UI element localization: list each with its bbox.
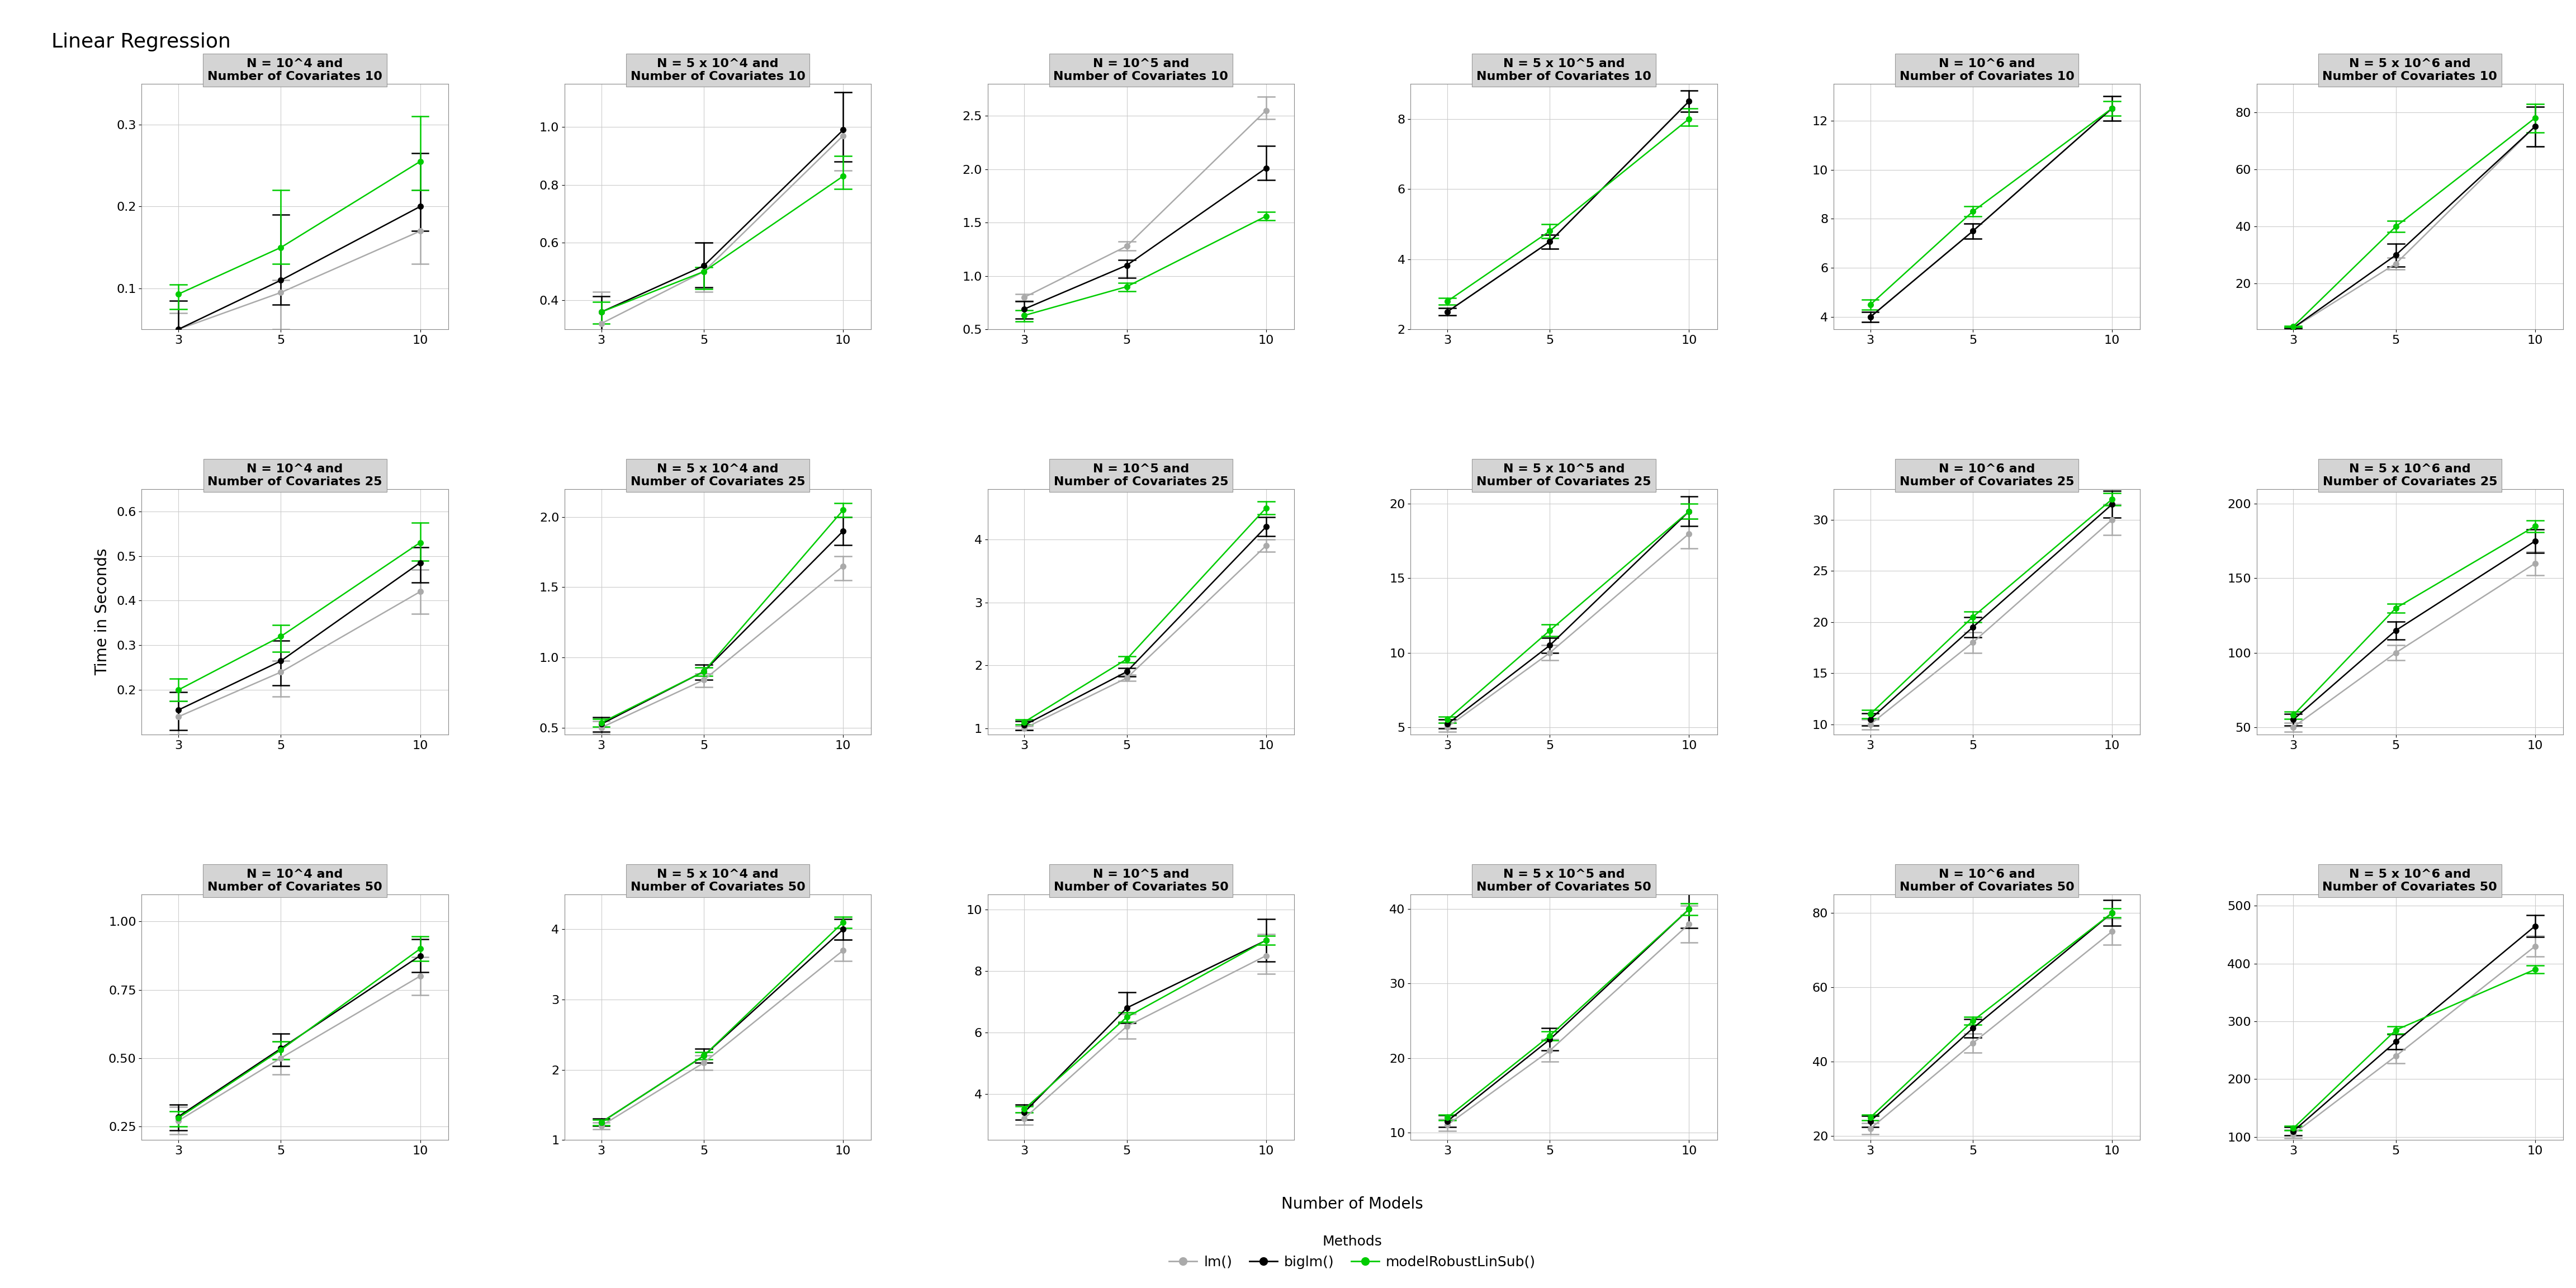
Title: N = 5 x 10^4 and
Number of Covariates 10: N = 5 x 10^4 and Number of Covariates 10: [631, 58, 806, 82]
Title: N = 5 x 10^4 and
Number of Covariates 50: N = 5 x 10^4 and Number of Covariates 50: [631, 868, 806, 893]
Title: N = 10^5 and
Number of Covariates 25: N = 10^5 and Number of Covariates 25: [1054, 464, 1229, 487]
Text: Linear Regression: Linear Regression: [52, 32, 232, 52]
Title: N = 10^6 and
Number of Covariates 50: N = 10^6 and Number of Covariates 50: [1899, 868, 2074, 893]
Title: N = 5 x 10^6 and
Number of Covariates 10: N = 5 x 10^6 and Number of Covariates 10: [2324, 58, 2496, 82]
Title: N = 10^6 and
Number of Covariates 25: N = 10^6 and Number of Covariates 25: [1899, 464, 2074, 487]
Title: N = 5 x 10^6 and
Number of Covariates 50: N = 5 x 10^6 and Number of Covariates 50: [2324, 868, 2496, 893]
Title: N = 5 x 10^5 and
Number of Covariates 25: N = 5 x 10^5 and Number of Covariates 25: [1476, 464, 1651, 487]
Legend: lm(), biglm(), modelRobustLinSub(): lm(), biglm(), modelRobustLinSub(): [1164, 1230, 1540, 1275]
Title: N = 10^4 and
Number of Covariates 10: N = 10^4 and Number of Covariates 10: [209, 58, 381, 82]
Title: N = 10^6 and
Number of Covariates 10: N = 10^6 and Number of Covariates 10: [1899, 58, 2074, 82]
Y-axis label: Time in Seconds: Time in Seconds: [95, 549, 111, 675]
Title: N = 10^4 and
Number of Covariates 50: N = 10^4 and Number of Covariates 50: [209, 868, 381, 893]
Title: N = 10^5 and
Number of Covariates 10: N = 10^5 and Number of Covariates 10: [1054, 58, 1229, 82]
Text: Number of Models: Number of Models: [1280, 1197, 1425, 1212]
Title: N = 5 x 10^5 and
Number of Covariates 10: N = 5 x 10^5 and Number of Covariates 10: [1476, 58, 1651, 82]
Title: N = 5 x 10^4 and
Number of Covariates 25: N = 5 x 10^4 and Number of Covariates 25: [631, 464, 806, 487]
Title: N = 10^4 and
Number of Covariates 25: N = 10^4 and Number of Covariates 25: [209, 464, 381, 487]
Title: N = 5 x 10^6 and
Number of Covariates 25: N = 5 x 10^6 and Number of Covariates 25: [2324, 464, 2496, 487]
Title: N = 10^5 and
Number of Covariates 50: N = 10^5 and Number of Covariates 50: [1054, 868, 1229, 893]
Title: N = 5 x 10^5 and
Number of Covariates 50: N = 5 x 10^5 and Number of Covariates 50: [1476, 868, 1651, 893]
